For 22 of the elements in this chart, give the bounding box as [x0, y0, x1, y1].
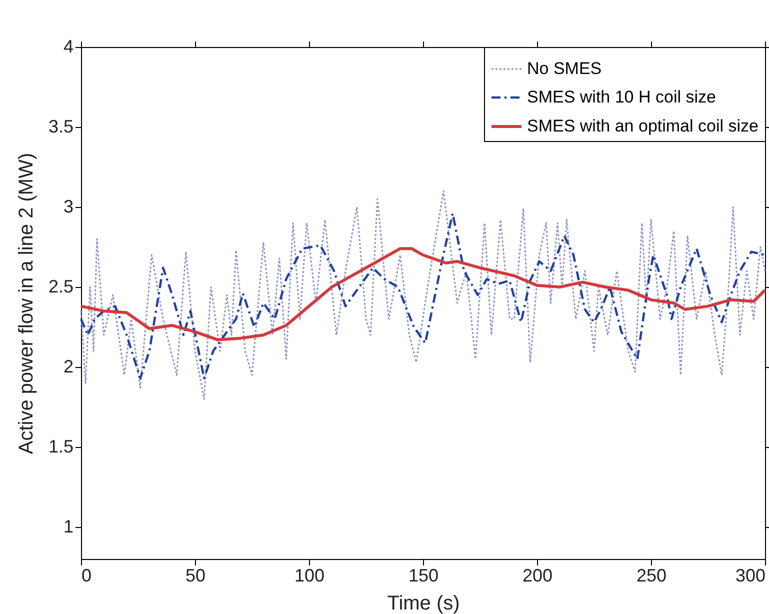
x-tick-label: 200	[522, 566, 553, 586]
x-axis-title: Time (s)	[387, 592, 460, 614]
y-tick-label: 3.5	[48, 116, 74, 136]
y-tick-label: 4	[63, 36, 74, 56]
x-tick-label: 150	[408, 566, 439, 586]
y-tick-label: 1.5	[48, 436, 74, 456]
line-series	[80, 190, 766, 400]
line-series	[80, 212, 766, 380]
y-tick-label: 2.5	[48, 276, 74, 296]
x-tick-label: 300	[735, 566, 766, 586]
y-axis-title: Active power flow in a line 2 (MW)	[15, 152, 38, 454]
legend-label: SMES with 10 H coil size	[527, 88, 716, 106]
y-tick-label: 3	[63, 196, 74, 216]
legend-label: No SMES	[527, 59, 602, 78]
y-tick-label: 1	[63, 516, 74, 536]
line-series	[80, 247, 766, 342]
x-tick-label: 250	[636, 566, 667, 586]
legend-label: SMES with an optimal coil size	[527, 116, 758, 136]
y-tick-label: 2	[63, 356, 74, 376]
x-tick-label: 50	[185, 566, 206, 586]
x-tick-label: 0	[82, 566, 92, 586]
x-tick-label: 100	[294, 566, 325, 586]
